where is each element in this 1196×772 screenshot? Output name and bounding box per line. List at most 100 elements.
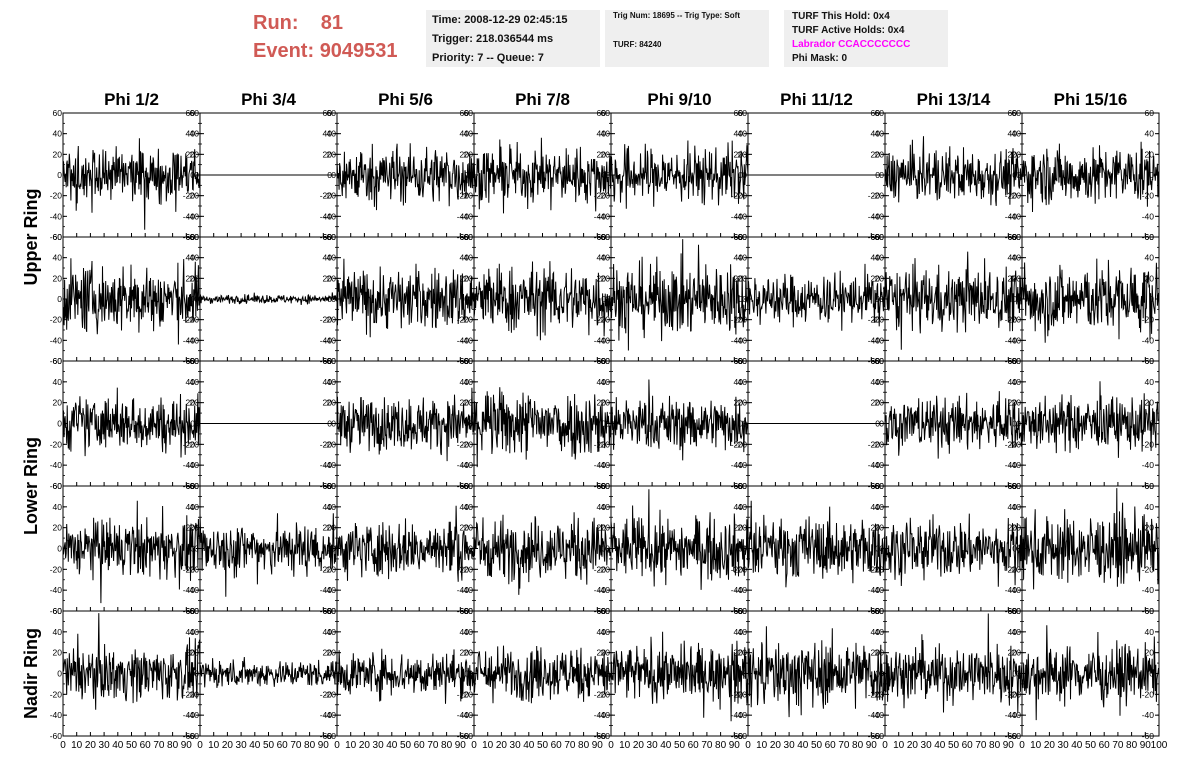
x-tick-label: 20 (770, 740, 782, 751)
y-tick-label: 60 (875, 481, 885, 491)
y-tick-label-right: 40 (871, 377, 881, 387)
y-tick-label: 40 (190, 129, 200, 139)
y-tick-label-right: 20 (323, 149, 333, 159)
y-tick-label: -20 (461, 689, 474, 699)
trig-num-text: Trig Num: 18695 -- Trig Type: Soft (613, 11, 740, 20)
y-tick-label-right: 40 (323, 502, 333, 512)
waveform-trace (884, 613, 1023, 713)
y-tick-label: -40 (50, 460, 63, 470)
y-tick-label: 20 (875, 523, 885, 533)
y-tick-label: -40 (50, 710, 63, 720)
y-tick-label: -20 (324, 191, 337, 201)
x-tick-label: 10 (619, 740, 631, 751)
y-tick-label-right: -40 (1005, 710, 1018, 720)
y-tick-label: -40 (1009, 585, 1022, 595)
y-tick-label-right: 60 (871, 232, 881, 242)
y-tick-label-right: 60 (734, 356, 744, 366)
x-tick-label: 60 (825, 740, 837, 751)
x-tick-label: 40 (934, 740, 946, 751)
y-tick-label-right: -40 (457, 460, 470, 470)
x-tick-label: 50 (948, 740, 960, 751)
y-tick-label: 40 (190, 627, 200, 637)
y-tick-label: -40 (598, 710, 611, 720)
x-tick-label: 50 (674, 740, 686, 751)
x-tick-label: 40 (386, 740, 398, 751)
y-tick-label: -40 (187, 211, 200, 221)
y-tick-label-right: 20 (734, 149, 744, 159)
waveform-trace (336, 143, 475, 211)
y-tick-label: 0 (194, 294, 199, 304)
waveform-trace (1021, 625, 1160, 721)
y-tick-label-right: -20 (183, 564, 196, 574)
y-tick-label-right: 60 (323, 481, 333, 491)
y-tick-label: 60 (1012, 606, 1022, 616)
waveform-trace (336, 258, 475, 338)
y-tick-label: 0 (742, 544, 747, 554)
x-tick-label: 50 (400, 740, 412, 751)
y-tick-label: 40 (875, 377, 885, 387)
x-tick-label: 90 (318, 740, 330, 751)
y-tick-label-right: -40 (868, 211, 881, 221)
y-tick-label: 20 (53, 648, 63, 658)
y-tick-label: 40 (738, 377, 748, 387)
x-tick-label: 100 (1151, 740, 1168, 751)
x-tick-label: 60 (551, 740, 563, 751)
y-tick-label: 20 (1012, 648, 1022, 658)
y-tick-label-right: -20 (320, 689, 333, 699)
y-tick-label: 20 (190, 648, 200, 658)
y-tick-label-right: 40 (323, 253, 333, 263)
y-tick-label: 20 (53, 149, 63, 159)
y-tick-label-right: -20 (731, 439, 744, 449)
x-tick-label: 10 (756, 740, 768, 751)
y-tick-label-right: 40 (871, 502, 881, 512)
y-tick-label: 40 (875, 627, 885, 637)
y-tick-label: -20 (461, 439, 474, 449)
y-tick-label-right: 0 (738, 419, 743, 429)
x-tick-label: 50 (263, 740, 275, 751)
y-tick-label-right: -40 (320, 710, 333, 720)
y-tick-label: 60 (601, 108, 611, 118)
y-tick-label: 40 (601, 502, 611, 512)
y-tick-label: -40 (872, 211, 885, 221)
x-tick-label: 60 (688, 740, 700, 751)
y-tick-label: 0 (57, 294, 62, 304)
waveform-trace (610, 489, 749, 590)
x-tick-label: 80 (989, 740, 1001, 751)
y-tick-label: -20 (872, 439, 885, 449)
y-tick-label: 20 (464, 398, 474, 408)
y-tick-label-right: 40 (734, 377, 744, 387)
y-tick-label: -40 (461, 460, 474, 470)
y-tick-label: 0 (605, 294, 610, 304)
x-tick-label: 0 (1019, 740, 1025, 751)
y-tick-label: 0 (742, 669, 747, 679)
y-tick-label: -20 (50, 191, 63, 201)
y-tick-label-right: -20 (594, 439, 607, 449)
y-tick-label: -40 (1009, 211, 1022, 221)
x-tick-label: 0 (197, 740, 203, 751)
waveform-trace (199, 292, 338, 305)
y-tick-label-right: 40 (323, 627, 333, 637)
y-tick-label-right: -40 (320, 585, 333, 595)
y-tick-label: -20 (735, 439, 748, 449)
y-tick-label: 60 (327, 356, 337, 366)
y-tick-label: 0 (605, 170, 610, 180)
x-tick-label: 10 (482, 740, 494, 751)
y-tick-label-right: -20 (594, 564, 607, 574)
y-tick-label: 0 (1016, 544, 1021, 554)
y-tick-label-right: 60 (871, 481, 881, 491)
y-tick-label-right: 0 (327, 669, 332, 679)
y-tick-label: 0 (194, 170, 199, 180)
y-tick-label: 0 (57, 669, 62, 679)
y-tick-label-right: 60 (734, 108, 744, 118)
y-tick-label: -40 (324, 335, 337, 345)
y-tick-label-right: -40 (868, 585, 881, 595)
y-tick-label: 60 (327, 108, 337, 118)
y-tick-label: -40 (872, 335, 885, 345)
y-tick-label-right: 60 (460, 232, 470, 242)
